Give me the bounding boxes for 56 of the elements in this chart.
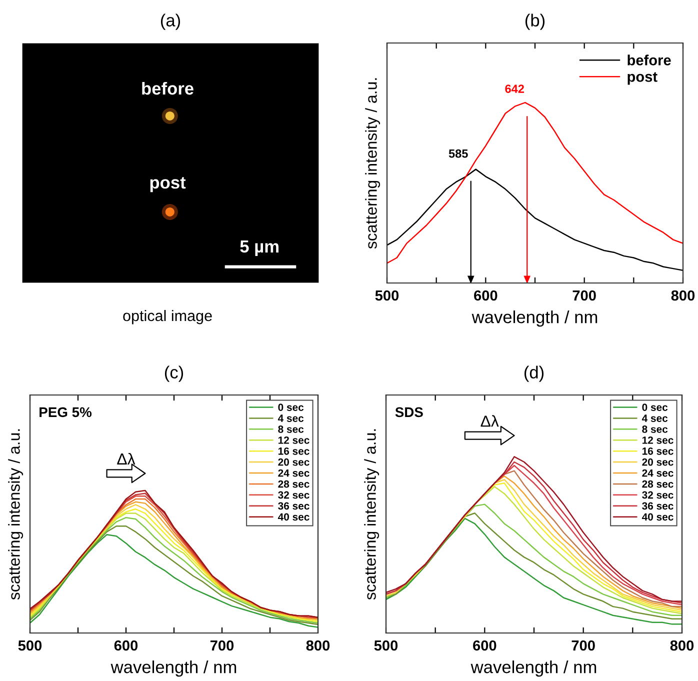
chart-title: (c) <box>164 366 184 382</box>
legend-label: 12 sec <box>642 436 674 444</box>
x-tick-label: 700 <box>210 640 234 651</box>
ref-line-label: 585 <box>448 149 468 158</box>
text: post <box>150 177 186 192</box>
legend-label: 28 sec <box>278 480 310 488</box>
legend-label: 0 sec <box>642 404 668 411</box>
legend-label: 28 sec <box>642 480 674 488</box>
chart-title: (d) <box>524 366 544 382</box>
legend-label: 24 sec <box>278 469 310 477</box>
chart-title: (b) <box>525 14 545 30</box>
text: (a) <box>160 14 180 30</box>
legend-label: 16 sec <box>642 447 674 455</box>
text: PEG 5% <box>40 407 92 418</box>
legend-label: before <box>628 54 671 66</box>
legend-label: 40 sec <box>642 513 674 521</box>
x-tick-label: 700 <box>572 640 595 651</box>
legend-label: 12 sec <box>278 436 310 444</box>
x-axis-title: wavelength / nm <box>470 660 596 677</box>
legend-label: 20 sec <box>278 458 310 466</box>
ref-line-label: 642 <box>505 84 524 93</box>
x-axis-title: wavelength / nm <box>472 310 598 327</box>
legend-label: post <box>628 72 658 85</box>
x-tick-label: 800 <box>306 640 330 651</box>
text: Δλ <box>480 415 499 427</box>
x-tick-label: 500 <box>374 640 398 651</box>
y-axis-title: scattering intensity / a.u. <box>365 78 380 249</box>
x-tick-label: 500 <box>18 640 42 651</box>
text: Δλ <box>117 452 136 465</box>
x-tick-label: 800 <box>671 290 695 301</box>
legend-label: 0 sec <box>278 404 304 411</box>
legend-label: 24 sec <box>642 469 674 477</box>
x-tick-label: 800 <box>670 640 694 651</box>
y-axis-title: scattering intensity / a.u. <box>8 429 24 600</box>
legend-label: 4 sec <box>642 414 668 422</box>
legend-label: 36 sec <box>642 502 674 510</box>
x-tick-label: 500 <box>375 290 399 301</box>
x-tick-label: 600 <box>473 640 496 651</box>
legend-label: 32 sec <box>278 491 310 499</box>
y-axis-title: scattering intensity / a.u. <box>364 429 380 600</box>
legend-label: 8 sec <box>278 426 304 433</box>
legend-label: 16 sec <box>278 447 310 455</box>
x-tick-label: 600 <box>474 290 498 301</box>
legend-label: 40 sec <box>278 513 310 521</box>
legend-label: 4 sec <box>278 414 304 422</box>
text: before <box>142 82 194 95</box>
x-tick-label: 600 <box>114 640 138 651</box>
legend-label: 8 sec <box>642 426 668 433</box>
legend-label: 32 sec <box>642 491 674 499</box>
legend-label: 20 sec <box>642 458 674 466</box>
text: SDS <box>395 407 423 418</box>
text: optical image <box>123 310 212 324</box>
text: 5 µm <box>240 240 278 256</box>
x-axis-title: wavelength / nm <box>110 660 236 677</box>
legend-label: 36 sec <box>278 502 310 510</box>
x-tick-label: 700 <box>572 290 596 301</box>
